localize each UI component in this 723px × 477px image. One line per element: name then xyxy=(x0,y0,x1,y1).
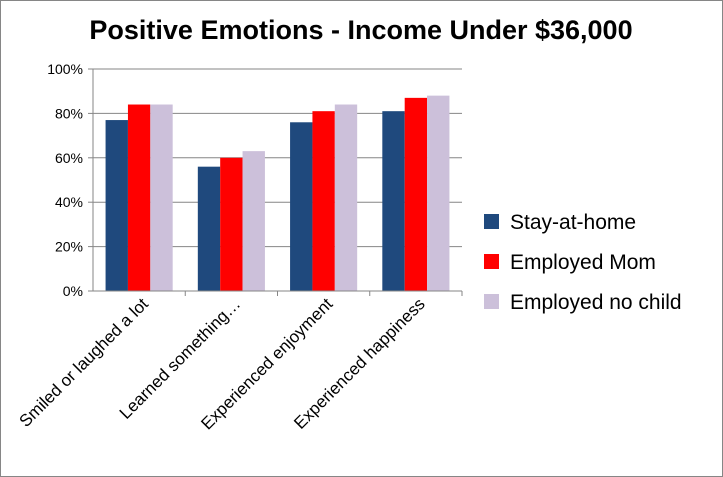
legend-swatch xyxy=(484,294,499,309)
legend-label: Employed Mom xyxy=(510,251,656,274)
bar xyxy=(150,104,173,292)
bar xyxy=(334,104,358,292)
y-tick-label: 60% xyxy=(55,150,83,166)
y-tick-label: 20% xyxy=(55,239,83,255)
bar-layer xyxy=(105,95,450,292)
y-tick-label: 80% xyxy=(55,105,83,121)
bar xyxy=(220,157,243,291)
bar xyxy=(105,120,128,291)
bar xyxy=(382,111,405,292)
legend-label: Employed no child xyxy=(510,291,682,314)
bar xyxy=(427,95,450,291)
chart-title: Positive Emotions - Income Under $36,000 xyxy=(89,15,632,45)
bar xyxy=(197,166,221,291)
y-tick-label: 40% xyxy=(55,194,83,210)
y-tick-label: 0% xyxy=(63,283,83,299)
bar xyxy=(312,111,335,292)
bar xyxy=(404,97,428,291)
legend: Stay-at-home Employed Mom Employed no chil… xyxy=(484,211,682,314)
legend-swatch xyxy=(484,254,499,269)
legend-swatch xyxy=(484,214,499,229)
y-tick-label: 100% xyxy=(47,61,83,77)
bar xyxy=(242,151,265,291)
bar xyxy=(127,104,151,292)
legend-label: Stay-at-home xyxy=(510,211,636,234)
bar xyxy=(290,122,313,291)
